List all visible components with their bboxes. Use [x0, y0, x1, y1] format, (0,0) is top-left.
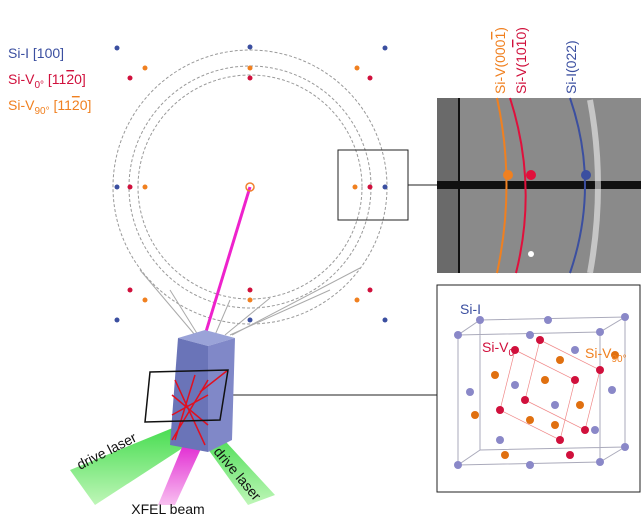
crystal-label: Si-V90°: [585, 345, 627, 365]
legend-si-v0: Si-V0° [1120]: [8, 71, 86, 91]
ring-orange: [496, 97, 508, 274]
sample-side: [208, 338, 235, 452]
si-v90-atoms: [471, 351, 619, 459]
xfel-line: [203, 186, 252, 336]
crystal-label: Si-V0°: [482, 339, 518, 359]
peak-red: [526, 170, 536, 180]
center: [245, 182, 255, 192]
si-v0-atoms: [496, 336, 604, 459]
ring-blue: [569, 97, 586, 274]
ring-glow: [587, 99, 601, 274]
peak-orange: [503, 170, 513, 180]
legend-si-i: Si-I [100]: [8, 45, 64, 61]
si-i-atoms: [454, 313, 629, 469]
spots: [114, 44, 388, 323]
laser-left: [70, 425, 195, 505]
laser-right: [205, 430, 275, 505]
xfel-beam: [158, 440, 205, 505]
spot-white: [528, 251, 534, 257]
ring-label: Si-V(1010): [513, 27, 529, 94]
ring-red: [509, 97, 527, 274]
sample-top: [178, 330, 235, 346]
crystal-label: Si-I: [460, 301, 481, 317]
ring-label: Si-V(0001): [492, 27, 508, 94]
zoom-box: [337, 149, 409, 221]
legend-si-v90: Si-V90° [1120]: [8, 97, 91, 117]
zoom-box-sample: [144, 369, 229, 423]
ring-label: Si-I(022): [563, 40, 579, 94]
scatter-lines: [139, 267, 361, 336]
shock-lines: [171, 369, 229, 446]
beam-label: XFEL beam: [131, 501, 204, 517]
beam-label: drive laser: [211, 444, 265, 504]
peak-blue: [581, 170, 591, 180]
